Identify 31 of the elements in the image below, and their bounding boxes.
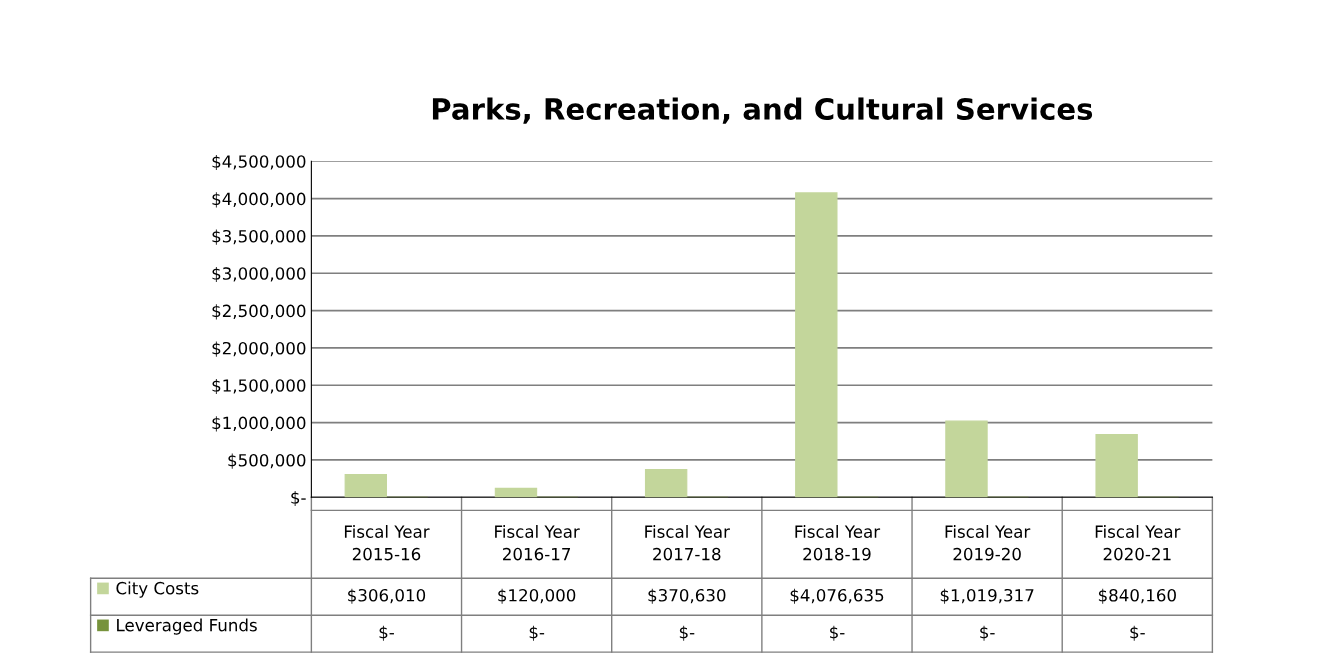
y-tick-label: $4,500,000 [212, 154, 306, 171]
data-label: $306,010 [348, 588, 426, 604]
data-label: $1,019,317 [940, 588, 1034, 604]
data-label: $- [830, 625, 845, 641]
x-tick-label: Fiscal Year 2019-20 [945, 525, 1031, 561]
y-tick-label: $3,000,000 [212, 266, 306, 283]
y-tick-label: $2,500,000 [212, 304, 306, 320]
y-tick-label: $3,500,000 [212, 229, 306, 245]
data-label: $370,630 [648, 588, 726, 604]
y-tick-label: $1,500,000 [212, 378, 306, 395]
data-label: $840,160 [1098, 588, 1176, 604]
data-label: $- [379, 625, 394, 641]
x-tick-label: Fiscal Year 2020-21 [1095, 525, 1181, 561]
data-label: $- [529, 625, 545, 641]
y-tick-label: $500,000 [228, 453, 306, 469]
data-label: $120,000 [498, 588, 576, 604]
data-label: $4,076,635 [790, 588, 884, 604]
x-tick-label: Fiscal Year 2017-18 [645, 525, 730, 561]
x-tick-label: Fiscal Year 2018-19 [795, 525, 881, 561]
data-label: $- [980, 625, 995, 641]
data-label: $- [1130, 625, 1145, 641]
y-tick-label: $4,000,000 [212, 192, 306, 208]
y-tick-label: $1,000,000 [212, 416, 306, 432]
x-tick-label: Fiscal Year 2015-16 [344, 525, 430, 561]
y-tick-label: $2,000,000 [212, 341, 306, 357]
legend-label: Leveraged Funds [117, 618, 257, 635]
x-tick-label: Fiscal Year 2016-17 [495, 525, 580, 561]
legend-label: City Costs [116, 581, 199, 598]
chart-title: Parks, Recreation, and Cultural Services [432, 97, 1093, 124]
data-label: $- [679, 625, 695, 641]
y-tick-label: $- [291, 490, 306, 507]
